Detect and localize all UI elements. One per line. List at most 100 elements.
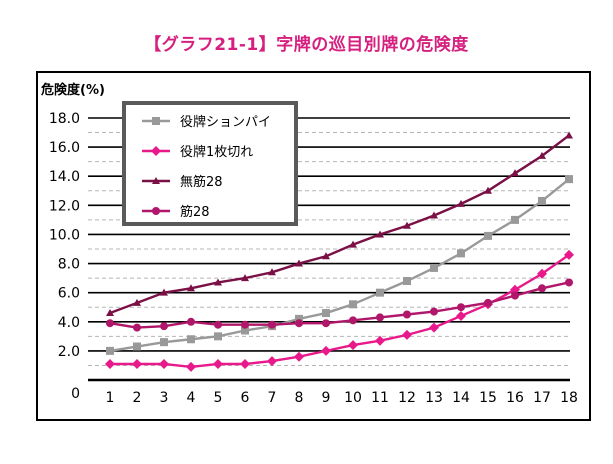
series-line bbox=[109, 281, 570, 329]
data-point bbox=[349, 316, 357, 325]
x-tick-label: 7 bbox=[268, 390, 277, 406]
x-tick-label: 9 bbox=[322, 390, 331, 406]
series-group bbox=[105, 131, 574, 372]
data-point bbox=[511, 215, 519, 224]
data-point bbox=[106, 346, 114, 355]
data-point bbox=[484, 186, 492, 194]
y-tick-label: 0 bbox=[71, 386, 80, 402]
data-point bbox=[213, 358, 223, 369]
legend-label: 筋28 bbox=[180, 204, 210, 220]
x-tick-label: 3 bbox=[160, 390, 169, 406]
data-point bbox=[106, 319, 114, 328]
data-point bbox=[295, 259, 303, 267]
x-tick-label: 4 bbox=[187, 390, 196, 406]
data-point bbox=[295, 319, 303, 328]
data-point bbox=[430, 211, 438, 219]
data-point bbox=[538, 151, 546, 159]
chart-frame bbox=[36, 71, 591, 421]
data-point bbox=[457, 249, 465, 258]
legend-swatch-marker bbox=[152, 207, 160, 215]
data-point bbox=[294, 351, 304, 362]
data-point bbox=[403, 310, 411, 319]
data-point bbox=[240, 358, 250, 369]
y-tick-label: 18.0 bbox=[49, 111, 80, 127]
x-tick-label: 6 bbox=[241, 390, 250, 406]
y-tick-label: 12.0 bbox=[49, 198, 80, 214]
data-point bbox=[322, 309, 330, 318]
legend-item: 筋28 bbox=[142, 204, 210, 220]
data-point bbox=[565, 278, 573, 287]
series-line bbox=[109, 178, 570, 353]
data-point bbox=[376, 230, 384, 238]
y-tick-label: 4.0 bbox=[58, 315, 80, 331]
legend-item: 役牌1枚切れ bbox=[142, 144, 253, 160]
data-point bbox=[565, 175, 573, 184]
x-tick-label: 5 bbox=[214, 390, 223, 406]
data-point bbox=[484, 298, 492, 307]
data-point bbox=[349, 300, 357, 309]
data-point bbox=[160, 338, 168, 347]
data-point bbox=[511, 291, 519, 300]
x-tick-label: 8 bbox=[295, 390, 304, 406]
data-point bbox=[456, 310, 466, 321]
data-point bbox=[268, 320, 276, 329]
legend-swatch-marker bbox=[152, 177, 160, 184]
data-point bbox=[376, 288, 384, 297]
y-axis-label: 危険度(%) bbox=[41, 82, 105, 98]
data-point bbox=[187, 317, 195, 326]
data-point bbox=[403, 221, 411, 229]
legend-item: 無筋28 bbox=[142, 174, 223, 190]
data-point bbox=[187, 284, 195, 292]
data-point bbox=[537, 268, 547, 279]
series-line bbox=[109, 134, 570, 315]
y-tick-label: 2.0 bbox=[58, 344, 80, 360]
legend-item: 役牌ションパイ bbox=[142, 114, 271, 130]
x-tick-label: 14 bbox=[452, 390, 470, 406]
data-point bbox=[322, 319, 330, 328]
x-tick-label: 10 bbox=[344, 390, 362, 406]
data-point bbox=[510, 284, 520, 295]
legend-label: 無筋28 bbox=[180, 174, 223, 190]
data-point bbox=[214, 332, 222, 341]
x-tick-label: 13 bbox=[425, 390, 443, 406]
x-tick-label: 2 bbox=[133, 390, 142, 406]
y-tick-label: 8.0 bbox=[58, 257, 80, 273]
data-point bbox=[106, 309, 114, 317]
data-point bbox=[214, 320, 222, 329]
data-point bbox=[484, 231, 492, 240]
data-point bbox=[402, 329, 412, 340]
legend-swatch-marker bbox=[152, 117, 160, 125]
data-point bbox=[348, 340, 358, 351]
chart-title: 【グラフ21-1】字牌の巡目別牌の危険度 bbox=[144, 35, 469, 55]
data-point bbox=[538, 196, 546, 205]
data-point bbox=[457, 199, 465, 207]
x-tick-label: 1 bbox=[106, 390, 115, 406]
series-3 bbox=[106, 131, 573, 317]
data-point bbox=[241, 320, 249, 329]
data-point bbox=[105, 358, 115, 369]
legend-label: 役牌ションパイ bbox=[180, 114, 271, 130]
series-1 bbox=[106, 175, 573, 355]
data-point bbox=[160, 288, 168, 296]
data-point bbox=[375, 335, 385, 346]
y-tick-label: 10.0 bbox=[49, 227, 80, 243]
data-point bbox=[133, 323, 141, 332]
legend-swatch-marker bbox=[151, 146, 161, 156]
data-point bbox=[322, 252, 330, 260]
x-tick-label: 16 bbox=[506, 390, 524, 406]
y-tick-label: 6.0 bbox=[58, 286, 80, 302]
data-point bbox=[457, 303, 465, 312]
data-point bbox=[538, 284, 546, 293]
data-point bbox=[295, 314, 303, 323]
data-point bbox=[133, 298, 141, 306]
data-point bbox=[187, 335, 195, 344]
x-tick-labels: 1 2 3 4 5 6 7 8 9 10 11 12 13 14 15 16 17 18 bbox=[106, 390, 578, 406]
series-4 bbox=[106, 278, 573, 332]
data-point bbox=[133, 342, 141, 351]
x-tick-label: 11 bbox=[371, 390, 389, 406]
data-point bbox=[403, 277, 411, 286]
data-point bbox=[564, 249, 574, 260]
data-point bbox=[241, 326, 249, 335]
